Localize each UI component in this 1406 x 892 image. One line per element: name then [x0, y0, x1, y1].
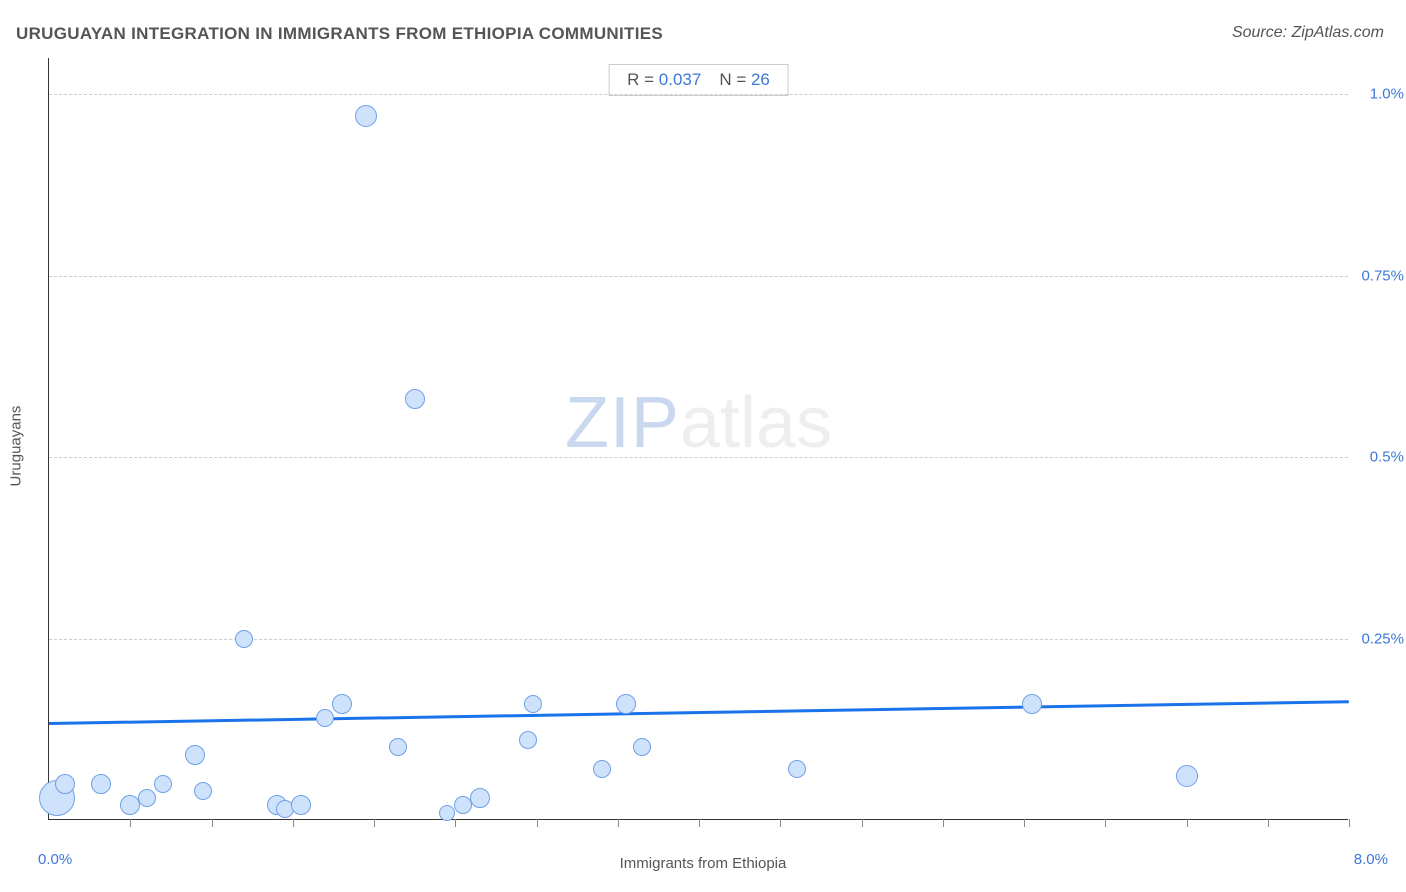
x-tick [1187, 819, 1188, 827]
plot-area: ZIPatlas R = 0.037N = 26 0.25%0.5%0.75%1… [48, 58, 1348, 820]
x-tick [374, 819, 375, 827]
x-tick [618, 819, 619, 827]
data-point [138, 789, 156, 807]
data-point [291, 795, 311, 815]
data-point [194, 782, 212, 800]
data-point [405, 389, 425, 409]
trend-line [49, 700, 1349, 724]
n-value: 26 [751, 70, 770, 89]
grid-line [49, 276, 1348, 277]
x-axis-label: Immigrants from Ethiopia [620, 855, 787, 872]
x-tick [293, 819, 294, 827]
data-point [91, 774, 111, 794]
x-axis-min-label: 0.0% [38, 851, 72, 868]
grid-line [49, 457, 1348, 458]
data-point [524, 695, 542, 713]
x-tick [537, 819, 538, 827]
chart-title: URUGUAYAN INTEGRATION IN IMMIGRANTS FROM… [16, 24, 663, 44]
watermark-part2: atlas [680, 383, 832, 463]
y-axis-label: Uruguayans [8, 406, 25, 487]
n-label: N = [719, 70, 751, 89]
data-point [633, 738, 651, 756]
data-point [316, 709, 334, 727]
source-attribution: Source: ZipAtlas.com [1232, 24, 1384, 42]
x-tick [862, 819, 863, 827]
data-point [389, 738, 407, 756]
x-tick [212, 819, 213, 827]
data-point [470, 788, 490, 808]
x-tick [455, 819, 456, 827]
watermark-part1: ZIP [565, 383, 680, 463]
r-label: R = [627, 70, 659, 89]
data-point [1022, 694, 1042, 714]
data-point [439, 805, 455, 821]
grid-line [49, 94, 1348, 95]
x-axis-max-label: 8.0% [1354, 851, 1388, 868]
x-tick [1105, 819, 1106, 827]
x-tick [943, 819, 944, 827]
data-point [55, 774, 75, 794]
y-tick-label: 1.0% [1370, 86, 1404, 103]
data-point [519, 731, 537, 749]
x-tick [780, 819, 781, 827]
y-tick-label: 0.25% [1361, 630, 1404, 647]
y-tick-label: 0.5% [1370, 449, 1404, 466]
data-point [154, 775, 172, 793]
y-tick-label: 0.75% [1361, 267, 1404, 284]
data-point [788, 760, 806, 778]
data-point [235, 630, 253, 648]
data-point [1176, 765, 1198, 787]
data-point [185, 745, 205, 765]
x-tick [130, 819, 131, 827]
data-point [616, 694, 636, 714]
watermark: ZIPatlas [565, 382, 832, 464]
x-tick [699, 819, 700, 827]
stats-box: R = 0.037 N = 26 [608, 64, 789, 96]
data-point [593, 760, 611, 778]
data-point [332, 694, 352, 714]
x-tick [1024, 819, 1025, 827]
x-tick [1349, 819, 1350, 827]
x-tick [1268, 819, 1269, 827]
r-value: 0.037 [659, 70, 702, 89]
data-point [355, 105, 377, 127]
